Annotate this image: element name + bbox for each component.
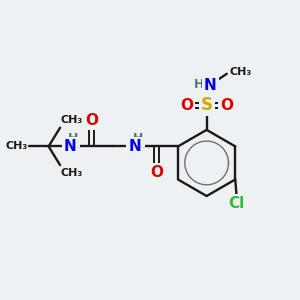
Text: CH₃: CH₃ <box>6 141 28 152</box>
Text: H: H <box>68 132 78 145</box>
Text: H: H <box>194 78 204 91</box>
Text: Cl: Cl <box>229 196 245 211</box>
Text: O: O <box>150 165 163 180</box>
Text: N: N <box>204 78 217 93</box>
Text: CH₃: CH₃ <box>61 115 83 125</box>
Text: O: O <box>180 98 193 113</box>
Text: N: N <box>64 139 76 154</box>
Text: CH₃: CH₃ <box>230 68 252 77</box>
Text: N: N <box>128 139 141 154</box>
Text: H: H <box>133 132 143 145</box>
Text: O: O <box>85 113 98 128</box>
Text: S: S <box>201 96 213 114</box>
Text: CH₃: CH₃ <box>61 168 83 178</box>
Text: O: O <box>220 98 233 113</box>
